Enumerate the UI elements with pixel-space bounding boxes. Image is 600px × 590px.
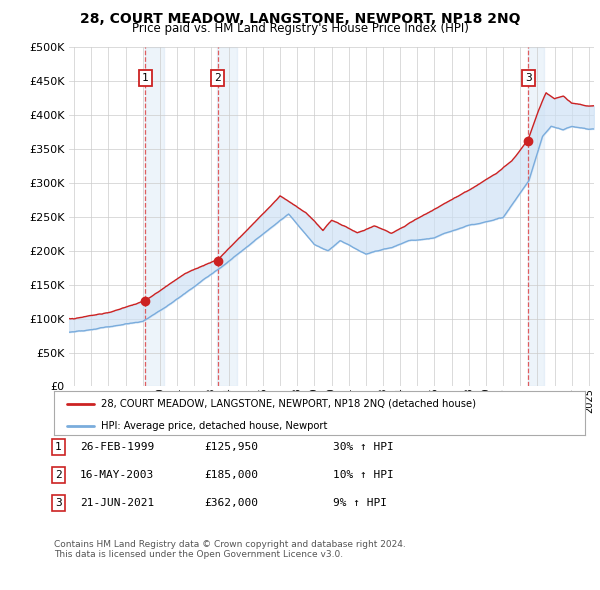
Text: 30% ↑ HPI: 30% ↑ HPI — [333, 442, 394, 451]
Text: 1: 1 — [142, 73, 149, 83]
Text: 28, COURT MEADOW, LANGSTONE, NEWPORT, NP18 2NQ (detached house): 28, COURT MEADOW, LANGSTONE, NEWPORT, NP… — [101, 399, 476, 408]
Text: 16-MAY-2003: 16-MAY-2003 — [80, 470, 154, 480]
Text: Price paid vs. HM Land Registry's House Price Index (HPI): Price paid vs. HM Land Registry's House … — [131, 22, 469, 35]
Text: £185,000: £185,000 — [204, 470, 258, 480]
Text: 26-FEB-1999: 26-FEB-1999 — [80, 442, 154, 451]
Text: Contains HM Land Registry data © Crown copyright and database right 2024.
This d: Contains HM Land Registry data © Crown c… — [54, 540, 406, 559]
Text: £125,950: £125,950 — [204, 442, 258, 451]
Bar — [528, 47, 544, 386]
Text: 10% ↑ HPI: 10% ↑ HPI — [333, 470, 394, 480]
Text: 21-JUN-2021: 21-JUN-2021 — [80, 499, 154, 508]
Text: £362,000: £362,000 — [204, 499, 258, 508]
Text: HPI: Average price, detached house, Newport: HPI: Average price, detached house, Newp… — [101, 421, 327, 431]
Text: 2: 2 — [55, 470, 62, 480]
Text: 2: 2 — [214, 73, 221, 83]
Bar — [145, 47, 164, 386]
Text: 3: 3 — [525, 73, 532, 83]
Text: 28, COURT MEADOW, LANGSTONE, NEWPORT, NP18 2NQ: 28, COURT MEADOW, LANGSTONE, NEWPORT, NP… — [80, 12, 520, 26]
Bar — [217, 47, 236, 386]
Text: 1: 1 — [55, 442, 62, 451]
Text: 9% ↑ HPI: 9% ↑ HPI — [333, 499, 387, 508]
Text: 3: 3 — [55, 499, 62, 508]
